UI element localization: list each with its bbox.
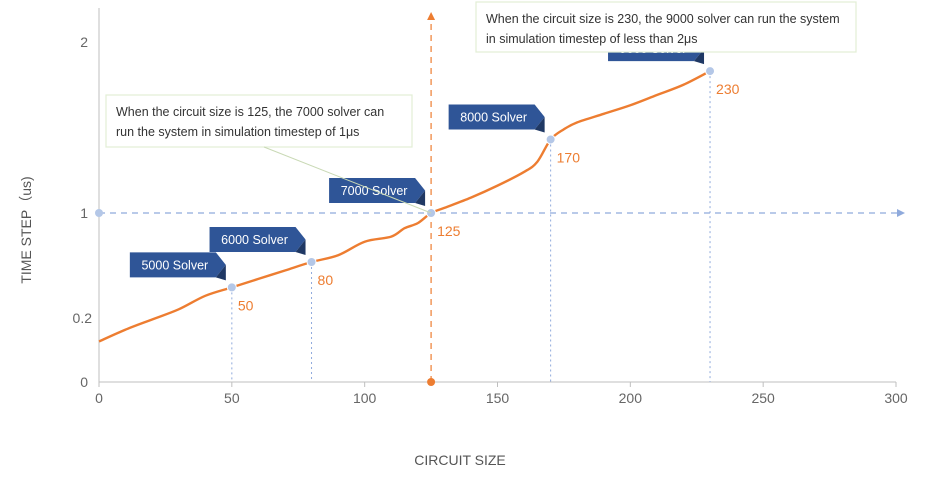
y-tick-label: 0.2 [73, 310, 93, 326]
horizontal-reference-origin [95, 209, 103, 217]
solver-size-label: 125 [437, 223, 461, 239]
x-tick-label: 0 [95, 390, 103, 406]
solver-size-label: 50 [238, 297, 254, 313]
solver-badge: 5000 Solver [129, 252, 226, 281]
x-tick-label: 50 [224, 390, 240, 406]
x-tick-label: 100 [353, 390, 377, 406]
solver-badge-fold [215, 264, 226, 281]
solver-badge-label: 8000 Solver [460, 110, 527, 124]
solver-point [545, 134, 556, 145]
annotation-box [105, 94, 413, 148]
solver-badge-label: 6000 Solver [221, 233, 288, 247]
y-tick-label: 1 [80, 205, 88, 221]
annotation-line: in simulation timestep of less than 2μs [486, 32, 697, 46]
annotation-line: When the circuit size is 230, the 9000 s… [486, 12, 840, 26]
annotation-line: When the circuit size is 125, the 7000 s… [116, 105, 384, 119]
vertical-reference-origin [427, 378, 436, 386]
solver-size-label: 230 [716, 81, 740, 97]
y-tick-label: 2 [80, 34, 88, 50]
solver-size-label: 170 [557, 149, 581, 165]
annotation-leader [263, 146, 432, 214]
solver-badge-shape [209, 227, 306, 253]
solver-badge: 8000 Solver [448, 104, 545, 133]
x-axis-title: CIRCUIT SIZE [414, 452, 506, 468]
solver-badge-shape [129, 252, 226, 278]
x-tick-label: 300 [884, 390, 908, 406]
annotation-line: run the system in simulation timestep of… [116, 125, 359, 139]
x-tick-label: 200 [619, 390, 643, 406]
series-line [98, 70, 711, 343]
annotation-box [475, 1, 857, 53]
y-axis-title: TIME STEP（us) [18, 176, 34, 283]
y-tick-label: 0 [80, 374, 88, 390]
x-tick-label: 250 [751, 390, 775, 406]
solver-point [306, 257, 317, 268]
reference-lines [95, 12, 905, 386]
solver-drop-lines [231, 71, 711, 382]
axes: 0 50 100 150 200 250 300 0 0.2 1 2 [73, 8, 908, 406]
solver-badge-fold [295, 239, 306, 256]
solver-badge-fold [415, 190, 426, 206]
annotation-callout: When the circuit size is 230, the 9000 s… [475, 1, 857, 53]
solver-point [226, 282, 237, 293]
x-tick-label: 150 [486, 390, 510, 406]
solver-size-label: 80 [318, 272, 334, 288]
solver-badge-shape [329, 178, 426, 203]
series-layer [98, 70, 711, 343]
annotation-callout: When the circuit size is 125, the 7000 s… [105, 94, 432, 214]
solver-badge-label: 5000 Solver [141, 258, 208, 272]
solver-badge-fold [534, 116, 545, 133]
solver-badge: 6000 Solver [209, 227, 306, 256]
callouts: When the circuit size is 125, the 7000 s… [105, 1, 857, 214]
solver-badge-shape [448, 104, 545, 130]
solver-point [705, 66, 716, 77]
